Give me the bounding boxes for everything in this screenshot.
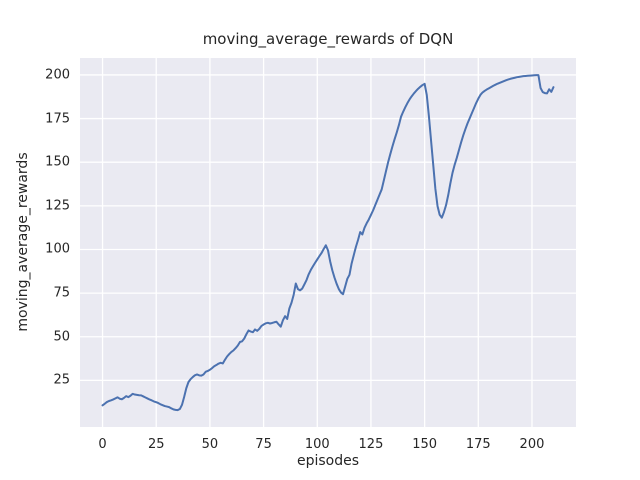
x-tick-label: 175 [465,437,491,452]
x-tick-label: 50 [201,437,219,452]
line-chart-svg [80,58,576,427]
plot-area [80,58,576,427]
y-tick-label: 75 [53,285,70,301]
y-tick-label: 100 [45,241,70,257]
x-tick-label: 125 [358,437,384,452]
x-tick-label: 0 [98,437,107,452]
x-tick-label: 100 [304,437,330,452]
y-tick-label: 150 [45,154,70,170]
y-tick-label: 125 [45,198,70,214]
chart-title: moving_average_rewards of DQN [202,30,454,48]
x-tick-label: 150 [412,437,438,452]
x-tick-label: 75 [255,437,272,452]
y-tick-label: 50 [53,329,70,345]
y-tick-label: 200 [45,67,70,83]
y-tick-label: 175 [45,111,70,127]
y-tick-label: 25 [53,372,70,388]
x-tick-label: 200 [519,437,545,452]
x-tick-label: 25 [147,437,165,452]
x-axis-label: episodes [296,453,360,469]
reward-line [101,74,555,412]
